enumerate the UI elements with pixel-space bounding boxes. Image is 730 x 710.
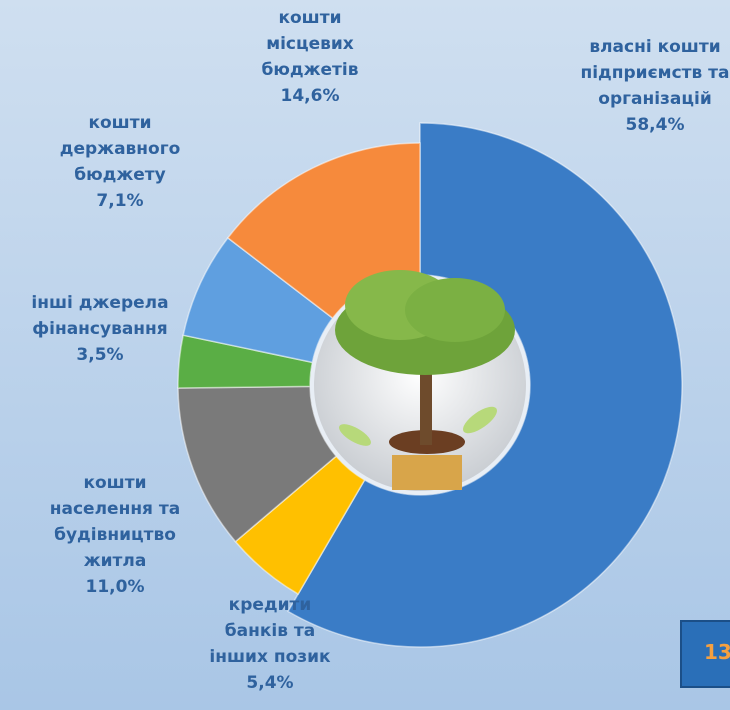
category: власні кошти підприємств та організацій — [580, 37, 730, 109]
label: кошти місцевих бюджетів 14,6% — [245, 5, 375, 109]
label: кошти населення та будівництво житла 11,0… — [40, 470, 190, 600]
category: кошти державного бюджету — [59, 113, 181, 185]
label: власні кошти підприємств та організацій 5… — [575, 34, 730, 138]
label: кошти державного бюджету 7,1% — [45, 110, 195, 214]
label: кредити банків та інших позик 5,4% — [205, 592, 335, 696]
category: кредити банків та інших позик — [209, 595, 331, 667]
value-label: 3,5% — [76, 345, 124, 365]
value-label: 14,6% — [280, 86, 340, 106]
page-number-box: 13 — [680, 620, 730, 688]
value-label: 5,4% — [246, 673, 294, 693]
category: інші джерела фінансування — [31, 293, 169, 339]
label: інші джерела фінансування 3,5% — [0, 290, 200, 368]
category: кошти населення та будівництво житла — [49, 473, 181, 571]
value-label: 58,4% — [625, 115, 685, 135]
center-image — [310, 270, 530, 495]
value-label: 11,0% — [85, 577, 145, 597]
category: кошти місцевих бюджетів — [261, 8, 359, 80]
page-number: 13 — [704, 640, 730, 664]
value-label: 7,1% — [96, 191, 144, 211]
